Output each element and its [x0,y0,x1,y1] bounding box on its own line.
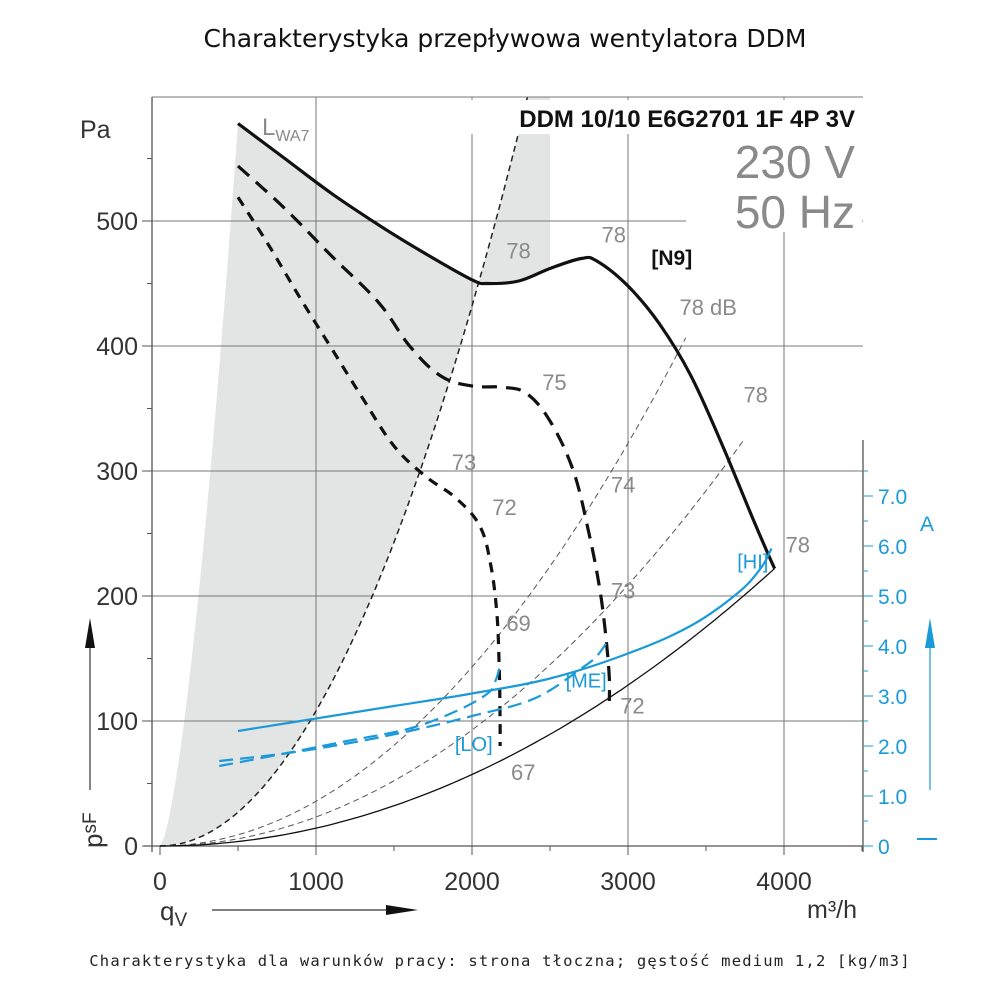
db-label: 78 dB [679,295,737,320]
y2-axis-arrow-head-icon [925,618,935,648]
system-curve [159,97,529,847]
db-label: 72 [492,495,516,520]
x-tick-label: 1000 [288,868,344,896]
db-label: 75 [542,370,566,395]
db-label: 74 [611,472,635,497]
x-tick-label: 2000 [444,868,500,896]
y2-tick-label: 4.0 [878,636,907,659]
x-tick-label: 3000 [600,868,656,896]
current-curve-hi [237,547,773,733]
x-axis-label: qV [160,896,187,931]
speed-label: [HI] [737,552,768,574]
model-label: DDM 10/10 E6G2701 1F 4P 3V [519,106,855,133]
voltage-label: 230 V [735,136,856,188]
chart-footer: Charakterystyka dla warunków pracy: stro… [89,952,910,970]
speed-label: [N9] [651,247,692,270]
y-axis-arrow-head-icon [85,618,95,648]
db-label: 72 [620,694,644,719]
y2-tick-label: 6.0 [878,536,907,559]
sound-power-label: LWA7 [262,114,310,145]
axes: 0 1000 2000 3000 4000 0 100 200 300 400 500 0 1.0 2.0… [96,97,907,896]
current-curves [219,547,773,768]
db-label: 78 [506,239,530,264]
y-tick-label: 500 [96,208,138,236]
system-curve [160,568,776,847]
chart-title: Charakterystyka przepływowa wentylatora … [203,24,806,53]
y-tick-label: 0 [124,833,138,861]
x-axis-arrow-head-icon [386,905,418,915]
x-tick-label: 0 [153,868,167,896]
x-axis-unit: m³/h [807,896,857,924]
speed-label: [LO] [455,734,493,756]
system-curve [160,437,746,847]
speed-labels: [N9] [HI] [ME] [LO] [455,247,768,756]
system-curves [159,97,776,847]
y-tick-label: 100 [96,708,138,736]
frequency-label: 50 Hz [735,186,855,238]
db-label: 78 [786,532,810,557]
current-curve-me [219,640,609,763]
db-label: 78 [743,382,767,407]
db-label: 73 [611,579,635,604]
model-label-background [450,100,862,134]
x-tick-label: 4000 [756,868,812,896]
y2-tick-label: 7.0 [878,486,907,509]
y-axis-unit: Pa [80,116,111,144]
y-axis-label: psF [78,812,108,848]
y2-tick-label: 5.0 [878,586,907,609]
db-labels: 78 78 78 dB 78 78 75 74 73 72 73 69 72 67 [452,222,810,785]
db-label: 78 [601,222,625,247]
current-curve-lo [219,665,502,768]
y2-tick-label: 2.0 [878,736,907,759]
db-label: 67 [511,760,535,785]
y2-tick-label: 0 [878,836,890,859]
y2-tick-label: 1.0 [878,786,907,809]
y-tick-label: 200 [96,583,138,611]
speed-label: [ME] [566,670,607,692]
pressure-curve-me [236,164,612,702]
system-curve [159,337,687,847]
db-label: 69 [506,611,530,636]
voltage-label-background [686,134,862,232]
y2-axis-unit: A [920,513,934,536]
db-label: 73 [452,450,476,475]
y-tick-label: 400 [96,333,138,361]
pressure-curves [236,122,777,747]
pressure-curve-n9 [237,122,777,570]
y2-tick-label: 3.0 [878,686,907,709]
y-tick-label: 300 [96,458,138,486]
